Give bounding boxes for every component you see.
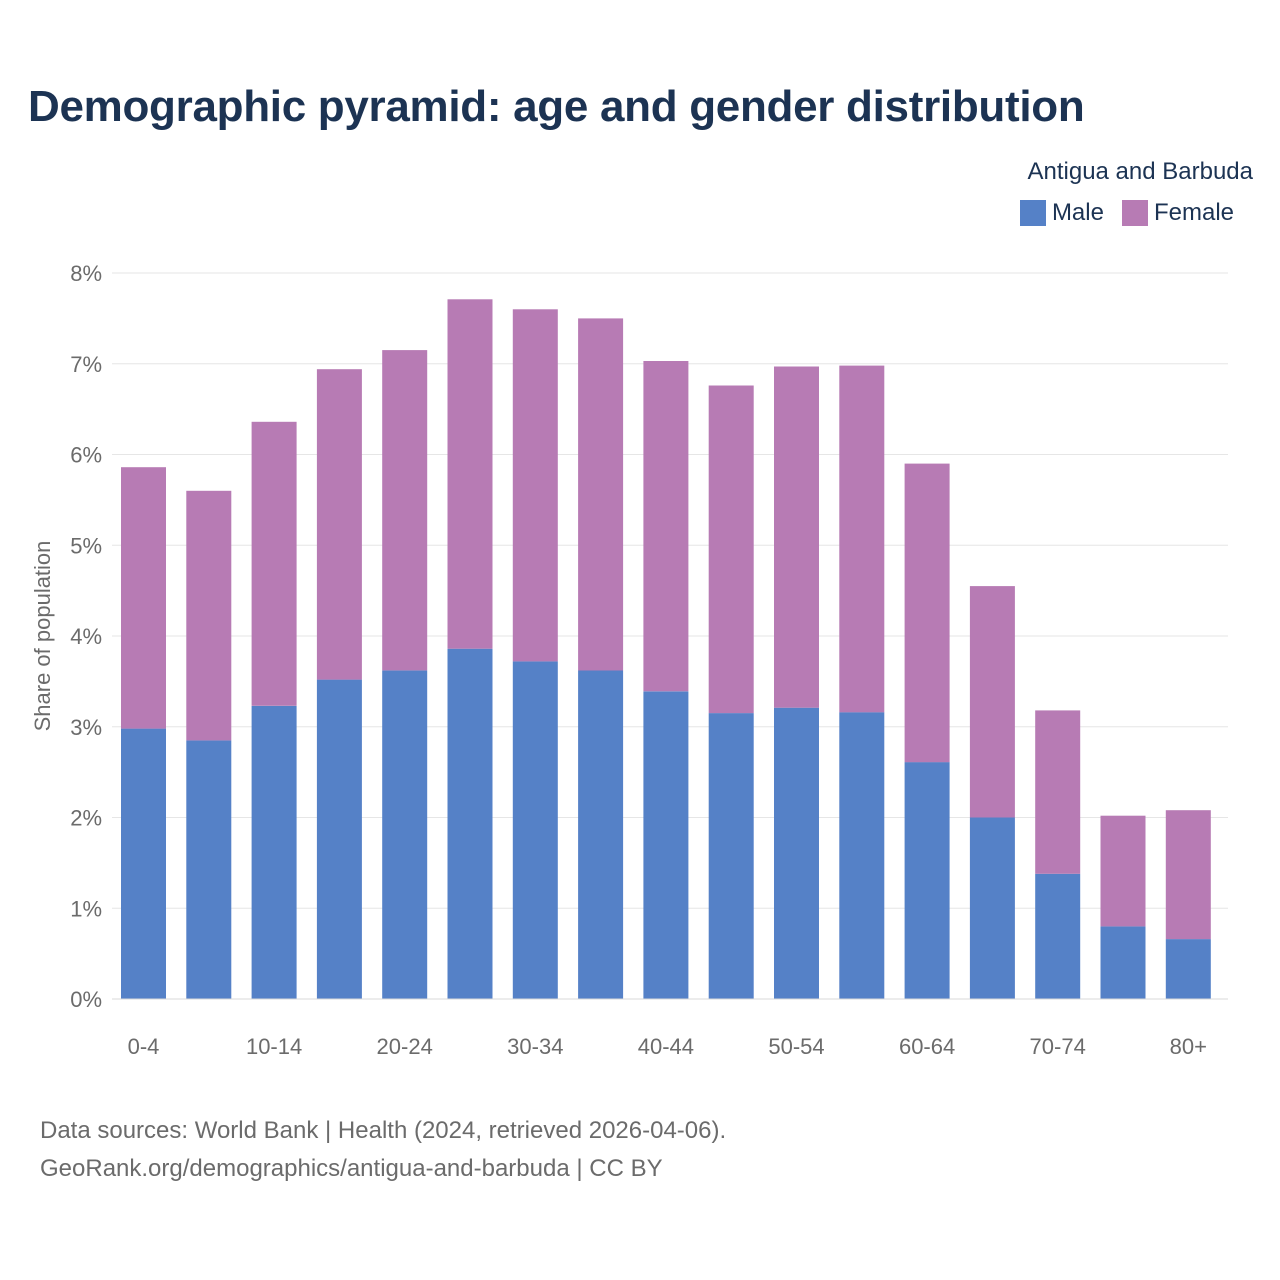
y-axis-label: Share of population (30, 541, 55, 732)
bar-male-20-24[interactable] (382, 670, 428, 1000)
bar-female-15-19[interactable] (316, 369, 362, 680)
y-axis-ticks: 0% 1% 2% 3% 4% 5% 6% 7% 8% (70, 261, 102, 1012)
y-tick-label: 5% (70, 533, 102, 558)
bar-female-60-64[interactable] (904, 463, 950, 763)
y-tick-label: 6% (70, 443, 102, 468)
x-tick-label: 80+ (1170, 1034, 1207, 1059)
bar-female-50-54[interactable] (774, 366, 819, 708)
bar-male-55-59[interactable] (839, 712, 885, 999)
bar-male-15-19[interactable] (316, 679, 362, 999)
bar-female-25-29[interactable] (447, 299, 493, 649)
bar-female-0-4[interactable] (121, 467, 166, 729)
y-tick-label: 0% (70, 987, 102, 1012)
bar-female-35-39[interactable] (578, 318, 624, 671)
x-tick-label: 10-14 (246, 1034, 302, 1059)
bar-male-60-64[interactable] (904, 762, 950, 999)
bar-female-5-9[interactable] (186, 490, 232, 741)
bar-female-20-24[interactable] (382, 350, 428, 671)
bar-female-70-74[interactable] (1035, 710, 1081, 874)
bar-male-70-74[interactable] (1035, 873, 1081, 999)
bar-female-80+[interactable] (1165, 810, 1211, 940)
legend-item-female[interactable]: Female (1121, 199, 1234, 227)
bar-male-75-79[interactable] (1100, 926, 1146, 999)
y-tick-label: 3% (70, 715, 102, 740)
bar-male-0-4[interactable] (121, 728, 166, 999)
legend-title: Antigua and Barbuda (1027, 158, 1253, 185)
x-tick-label: 0-4 (128, 1034, 160, 1059)
bar-female-45-49[interactable] (708, 385, 754, 714)
bar-male-25-29[interactable] (447, 648, 493, 999)
y-tick-label: 2% (70, 806, 102, 831)
legend-label-male: Male (1051, 199, 1104, 226)
x-tick-label: 40-44 (638, 1034, 694, 1059)
bar-female-75-79[interactable] (1100, 815, 1146, 927)
x-tick-label: 30-34 (507, 1034, 563, 1059)
legend: Male Female (1002, 199, 1234, 227)
bar-female-10-14[interactable] (251, 421, 297, 706)
bar-male-30-34[interactable] (512, 661, 558, 999)
x-tick-label: 70-74 (1030, 1034, 1086, 1059)
bar-male-10-14[interactable] (251, 705, 297, 999)
x-tick-label: 20-24 (377, 1034, 433, 1059)
legend-item-male[interactable]: Male (1019, 199, 1104, 227)
bar-male-65-69[interactable] (969, 817, 1015, 1000)
y-tick-label: 4% (70, 624, 102, 649)
legend-swatch-female (1121, 200, 1148, 226)
bar-male-5-9[interactable] (186, 740, 232, 999)
bar-male-35-39[interactable] (578, 670, 624, 1000)
x-tick-label: 60-64 (899, 1034, 955, 1059)
chart-title: Demographic pyramid: age and gender dist… (28, 82, 1085, 131)
legend-swatch-male (1019, 200, 1046, 226)
bar-female-65-69[interactable] (969, 586, 1015, 818)
bar-female-55-59[interactable] (839, 365, 885, 713)
footer-source: Data sources: World Bank | Health (2024,… (40, 1117, 727, 1144)
y-tick-label: 8% (70, 261, 102, 286)
y-tick-label: 1% (70, 896, 102, 921)
bar-male-40-44[interactable] (643, 691, 689, 999)
x-axis-ticks: 0-4 10-14 20-24 30-34 40-44 50-54 60-64 70-74 80… (128, 1034, 1207, 1059)
bars (121, 299, 1211, 999)
bar-male-45-49[interactable] (708, 713, 754, 999)
y-tick-label: 7% (70, 352, 102, 377)
bar-female-30-34[interactable] (512, 309, 558, 662)
x-tick-label: 50-54 (768, 1034, 824, 1059)
footer-credit: GeoRank.org/demographics/antigua-and-bar… (40, 1155, 663, 1182)
bar-female-40-44[interactable] (643, 361, 689, 692)
bar-male-80+[interactable] (1165, 939, 1211, 999)
bar-male-50-54[interactable] (774, 707, 819, 999)
legend-label-female: Female (1153, 199, 1234, 226)
